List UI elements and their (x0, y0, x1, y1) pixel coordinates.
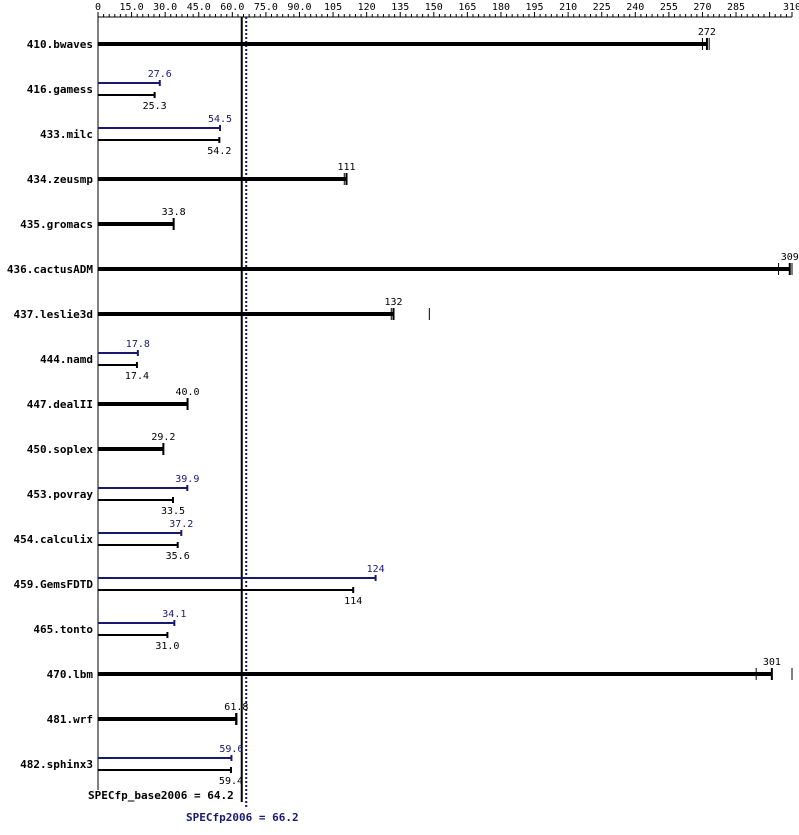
benchmark-label: 482.sphinx3 (20, 758, 93, 771)
x-tick-label: 120 (358, 2, 376, 13)
benchmark-label: 416.gamess (27, 83, 93, 96)
benchmark-label: 434.zeusmp (27, 173, 94, 186)
base-value-label: 309 (781, 252, 799, 263)
base-value-label: 31.0 (155, 641, 179, 652)
x-tick-label: 195 (526, 2, 544, 13)
benchmark-label: 410.bwaves (27, 38, 93, 51)
benchmark-label: 447.dealII (27, 398, 93, 411)
peak-value-label: 39.9 (175, 474, 199, 485)
x-tick-label: 210 (559, 2, 577, 13)
benchmark-label: 450.soplex (27, 443, 94, 456)
base-value-label: 301 (763, 657, 781, 668)
x-tick-label: 150 (425, 2, 443, 13)
x-tick-label: 90.0 (287, 2, 311, 13)
benchmark-label: 481.wrf (47, 713, 93, 726)
base-value-label: 59.4 (219, 776, 243, 787)
x-tick-label: 45.0 (187, 2, 211, 13)
x-tick-label: 270 (693, 2, 711, 13)
x-tick-label: 285 (727, 2, 745, 13)
base-value-label: 17.4 (125, 371, 149, 382)
peak-value-label: 54.5 (208, 114, 232, 125)
base-value-label: 114 (344, 596, 362, 607)
benchmark-label: 470.lbm (47, 668, 94, 681)
x-tick-label: 105 (324, 2, 342, 13)
benchmark-label: 435.gromacs (20, 218, 93, 231)
peak-value-label: 34.1 (162, 609, 186, 620)
peak-value-label: 27.6 (148, 69, 172, 80)
peak-value-label: 124 (367, 564, 385, 575)
base-value-label: 29.2 (151, 432, 175, 443)
base-value-label: 40.0 (176, 387, 200, 398)
x-tick-label: 255 (660, 2, 678, 13)
base-summary-label: SPECfp_base2006 = 64.2 (88, 789, 234, 802)
peak-value-label: 59.6 (219, 744, 243, 755)
benchmark-label: 453.povray (27, 488, 94, 501)
benchmark-label: 465.tonto (33, 623, 93, 636)
base-value-label: 33.8 (162, 207, 186, 218)
peak-value-label: 17.8 (126, 339, 150, 350)
benchmark-label: 437.leslie3d (14, 308, 93, 321)
x-tick-label: 135 (391, 2, 409, 13)
x-tick-label: 30.0 (153, 2, 177, 13)
base-value-label: 61.8 (224, 702, 248, 713)
peak-value-label: 37.2 (169, 519, 193, 530)
x-tick-label: 60.0 (220, 2, 244, 13)
benchmark-label: 436.cactusADM (7, 263, 93, 276)
x-tick-label: 75.0 (254, 2, 278, 13)
benchmark-label: 433.milc (40, 128, 93, 141)
base-value-label: 272 (698, 27, 716, 38)
base-value-label: 25.3 (143, 101, 167, 112)
x-tick-label: 180 (492, 2, 510, 13)
benchmark-label: 444.namd (40, 353, 93, 366)
benchmark-label: 459.GemsFDTD (14, 578, 94, 591)
base-value-label: 35.6 (166, 551, 190, 562)
base-value-label: 33.5 (161, 506, 185, 517)
x-tick-label: 0 (95, 2, 101, 13)
peak-summary-label: SPECfp2006 = 66.2 (186, 811, 299, 824)
x-tick-label: 240 (626, 2, 644, 13)
x-tick-label: 15.0 (120, 2, 144, 13)
base-value-label: 132 (384, 297, 402, 308)
base-value-label: 111 (337, 162, 355, 173)
x-tick-label: 225 (593, 2, 611, 13)
x-tick-label: 310 (783, 2, 799, 13)
x-tick-label: 165 (458, 2, 476, 13)
benchmark-label: 454.calculix (14, 533, 94, 546)
base-value-label: 54.2 (207, 146, 231, 157)
